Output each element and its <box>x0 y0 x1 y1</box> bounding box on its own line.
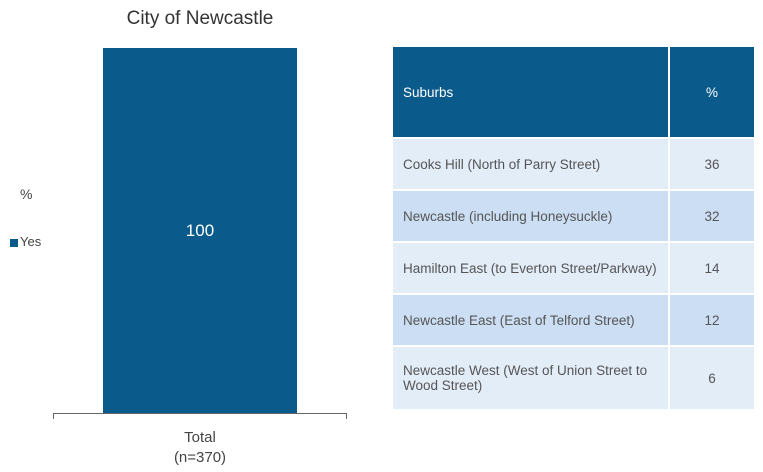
header-cell: % <box>669 47 754 138</box>
percent-cell: 36 <box>669 137 754 190</box>
suburb-cell: Cooks Hill (North of Parry Street) <box>393 137 670 190</box>
bar <box>102 48 297 413</box>
table-row: Newcastle East (East of Telford Street) 1… <box>393 293 754 346</box>
data-label: 100 <box>185 220 215 240</box>
suburb-table: Suburbs % Cooks Hill (North of Parry Str… <box>393 47 754 409</box>
suburb-cell: Newcastle (including Honeysuckle) <box>393 189 670 242</box>
header-cell: Suburbs <box>393 47 670 138</box>
legend-title: % <box>20 186 33 202</box>
table-row: Cooks Hill (North of Parry Street) 36 <box>393 137 754 190</box>
percent-cell: 12 <box>669 293 754 346</box>
table-row: Newcastle West (West of Union Street to … <box>393 345 754 409</box>
header-row: Suburbs % <box>393 47 754 138</box>
percent-cell: 32 <box>669 189 754 242</box>
legend-swatch <box>10 239 18 247</box>
suburb-cell: Hamilton East (to Everton Street/Parkway… <box>393 241 670 294</box>
suburb-cell: Newcastle East (East of Telford Street) <box>393 293 670 346</box>
table-row: Hamilton East (to Everton Street/Parkway… <box>393 241 754 294</box>
chart: City of Newcastle % Yes Total (n=370) 100 <box>0 0 380 472</box>
suburb-cell: Newcastle West (West of Union Street to … <box>393 345 670 409</box>
table-row: Newcastle (including Honeysuckle) 32 <box>393 189 754 242</box>
chart-title: City of Newcastle <box>126 8 274 29</box>
percent-cell: 14 <box>669 241 754 294</box>
x-axis <box>53 413 347 419</box>
legend-label: Yes <box>20 234 42 249</box>
percent-cell: 6 <box>669 345 754 409</box>
x-tick-label: Total (n=370) <box>173 429 227 466</box>
